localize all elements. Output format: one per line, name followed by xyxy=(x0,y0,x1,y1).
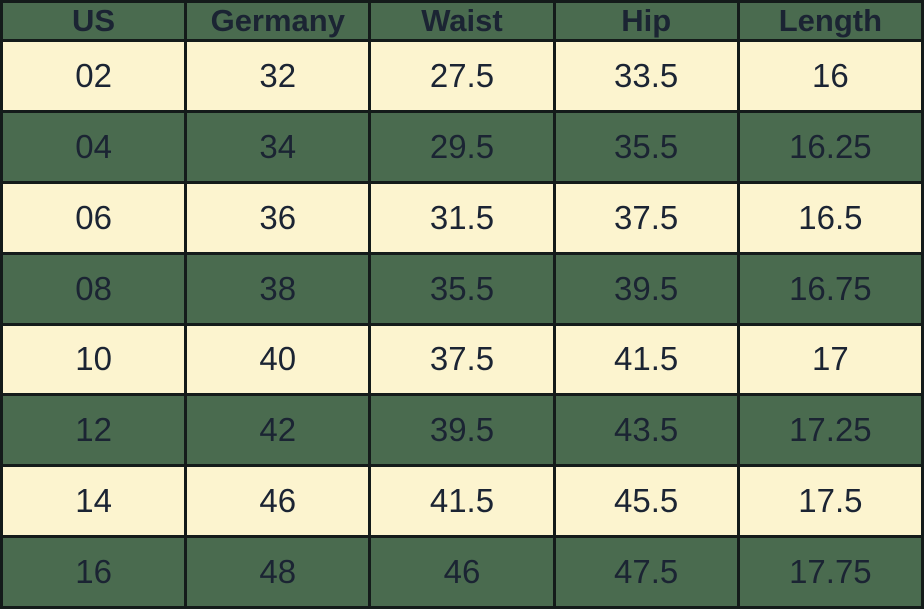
column-header-waist: Waist xyxy=(368,0,556,42)
table-cell: 17.5 xyxy=(736,464,924,539)
table-cell: 34 xyxy=(184,109,372,184)
table-cell: 16 xyxy=(0,535,188,609)
table-cell: 39.5 xyxy=(552,251,740,326)
table-cell: 37.5 xyxy=(552,180,740,255)
table-cell: 40 xyxy=(184,322,372,397)
table-cell: 42 xyxy=(184,393,372,468)
table-cell: 12 xyxy=(0,393,188,468)
table-cell: 43.5 xyxy=(552,393,740,468)
table-cell: 46 xyxy=(368,535,556,609)
table-cell: 37.5 xyxy=(368,322,556,397)
table-cell: 02 xyxy=(0,39,188,113)
table-row: 08 38 35.5 39.5 16.75 xyxy=(0,251,924,326)
table-cell: 41.5 xyxy=(368,464,556,539)
table-cell: 45.5 xyxy=(552,464,740,539)
table-cell: 32 xyxy=(184,39,372,113)
table-cell: 39.5 xyxy=(368,393,556,468)
table-cell: 16.25 xyxy=(736,109,924,184)
table-header: US Germany Waist Hip Length xyxy=(0,0,924,42)
table-cell: 48 xyxy=(184,535,372,609)
table-cell: 41.5 xyxy=(552,322,740,397)
table-cell: 14 xyxy=(0,464,188,539)
table-row: 16 48 46 47.5 17.75 xyxy=(0,535,924,609)
table-cell: 17.75 xyxy=(736,535,924,609)
table-row: 10 40 37.5 41.5 17 xyxy=(0,322,924,397)
table-cell: 16.75 xyxy=(736,251,924,326)
table-cell: 17.25 xyxy=(736,393,924,468)
table-cell: 10 xyxy=(0,322,188,397)
table-row: 02 32 27.5 33.5 16 xyxy=(0,39,924,113)
table-cell: 16 xyxy=(736,39,924,113)
table-cell: 31.5 xyxy=(368,180,556,255)
table-cell: 47.5 xyxy=(552,535,740,609)
column-header-germany: Germany xyxy=(184,0,372,42)
column-header-us: US xyxy=(0,0,188,42)
column-header-hip: Hip xyxy=(552,0,740,42)
table-cell: 06 xyxy=(0,180,188,255)
table-cell: 36 xyxy=(184,180,372,255)
table-cell: 33.5 xyxy=(552,39,740,113)
table-cell: 08 xyxy=(0,251,188,326)
table-cell: 38 xyxy=(184,251,372,326)
table-body: 02 32 27.5 33.5 16 04 34 29.5 35.5 16.25 06 36 31.5 3… xyxy=(0,39,924,609)
header-row: US Germany Waist Hip Length xyxy=(0,0,924,42)
table-cell: 04 xyxy=(0,109,188,184)
table-row: 12 42 39.5 43.5 17.25 xyxy=(0,393,924,468)
column-header-length: Length xyxy=(736,0,924,42)
table-row: 06 36 31.5 37.5 16.5 xyxy=(0,180,924,255)
table-cell: 29.5 xyxy=(368,109,556,184)
table-cell: 17 xyxy=(736,322,924,397)
table-cell: 35.5 xyxy=(552,109,740,184)
table-row: 04 34 29.5 35.5 16.25 xyxy=(0,109,924,184)
table-cell: 46 xyxy=(184,464,372,539)
table-cell: 16.5 xyxy=(736,180,924,255)
table-row: 14 46 41.5 45.5 17.5 xyxy=(0,464,924,539)
table-cell: 27.5 xyxy=(368,39,556,113)
table-cell: 35.5 xyxy=(368,251,556,326)
